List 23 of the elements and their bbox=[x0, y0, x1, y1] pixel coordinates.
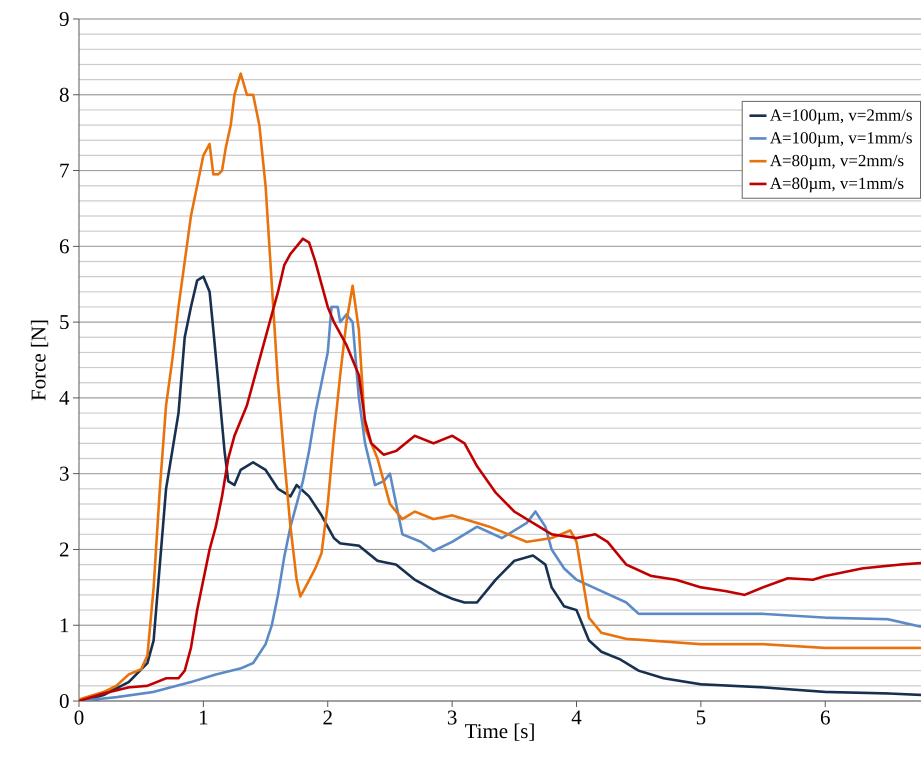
y-tick-label: 4 bbox=[59, 391, 70, 405]
legend-label: A=100µm, v=2mm/s bbox=[770, 109, 912, 124]
x-axis-title: Time [s] bbox=[465, 723, 534, 741]
x-tick-label: 1 bbox=[200, 710, 208, 724]
y-tick-label: 7 bbox=[60, 164, 69, 178]
y-tick-label: 6 bbox=[60, 239, 69, 254]
x-tick-label: 2 bbox=[323, 710, 332, 724]
y-axis-title: Force [N] bbox=[30, 320, 48, 400]
x-tick-label: 6 bbox=[820, 710, 830, 725]
legend-label: A=80µm, v=1mm/s bbox=[770, 178, 904, 192]
y-tick-label: 8 bbox=[60, 88, 69, 102]
y-tick-label: 9 bbox=[60, 12, 69, 26]
y-tick-label: 1 bbox=[60, 618, 68, 632]
x-tick-label: 0 bbox=[74, 710, 84, 725]
legend-label: A=80µm, v=2mm/s bbox=[770, 154, 904, 170]
legend-label: A=100µm, v=1mm/s bbox=[770, 132, 912, 147]
x-tick-label: 5 bbox=[696, 710, 706, 724]
x-tick-label: 4 bbox=[572, 710, 582, 724]
y-tick-label: 5 bbox=[60, 315, 69, 330]
y-tick-label: 2 bbox=[60, 542, 68, 556]
x-tick-label: 3 bbox=[448, 710, 457, 725]
y-tick-label: 0 bbox=[60, 694, 69, 708]
y-tick-label: 3 bbox=[60, 466, 69, 481]
